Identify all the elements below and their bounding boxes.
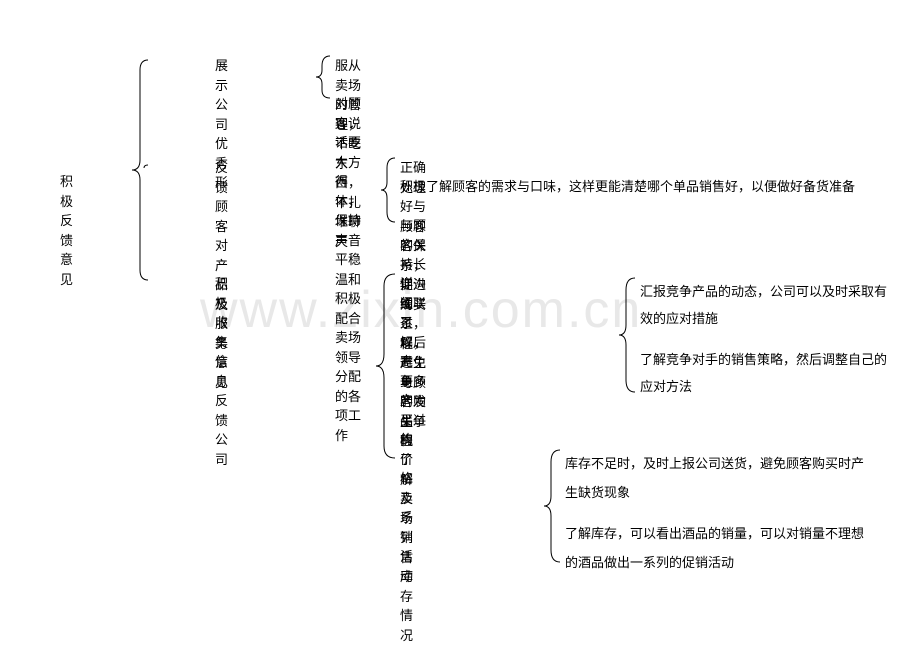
- root-node: 积极反馈意见: [60, 172, 73, 289]
- branch3-label: 积极收集信息反馈公司: [215, 274, 228, 469]
- branch3-sub2-leaf1: 库存不足时，及时上报公司送货，避免顾客购买时产生缺货现象: [565, 450, 865, 507]
- branch3-sub1-leaf2: 了解竞争对手的销售策略，然后调整自己的应对方法: [640, 346, 890, 401]
- branch3-sub1-leaf1: 汇报竞争产品的动态，公司可以及时采取有效的应对措施: [640, 278, 890, 333]
- branch3-sub2-leaf2: 了解库存，可以看出酒品的销量，可以对销量不理想的酒品做出一系列的促销活动: [565, 520, 875, 577]
- branch3-sub2-label: 了解卖场销售库存情况: [400, 450, 413, 645]
- branch1-leaf2: 对顾客说话要大方得体，保持声音平稳温和积极配合卖场领导分配的各项工作: [335, 94, 361, 445]
- branch2-leaf2: 积极了解顾客的需求与口味，这样更能清楚哪个单品销售好，以便做好备货准备: [400, 177, 870, 197]
